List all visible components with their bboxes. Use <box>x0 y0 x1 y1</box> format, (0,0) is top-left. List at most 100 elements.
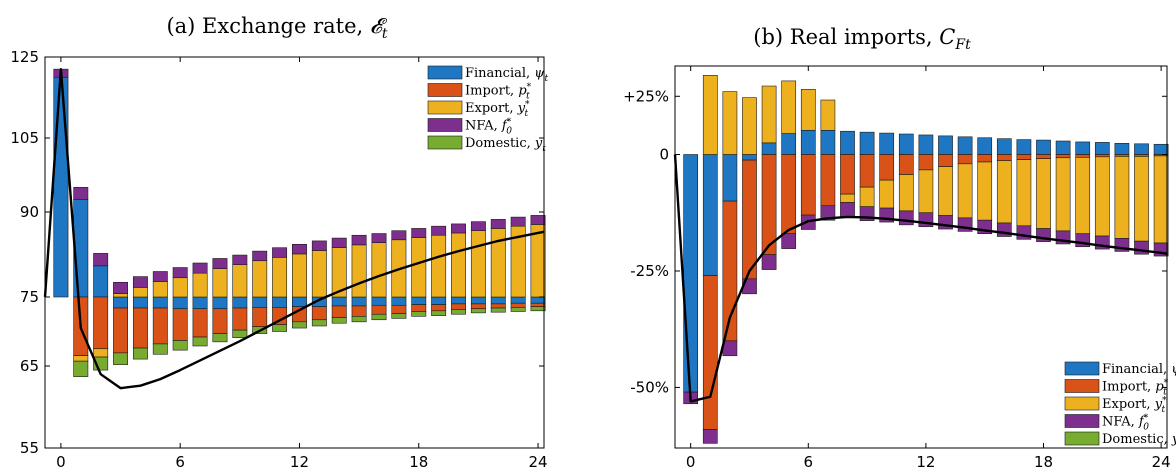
response-line-real-imports <box>673 154 1168 403</box>
bar-domestic-18 <box>411 311 427 317</box>
bar-domestic-13 <box>311 319 327 327</box>
bar-financial-4 <box>132 296 148 309</box>
x-tick-label: 12 <box>916 453 935 471</box>
bar-nfa-23 <box>510 216 526 227</box>
bar-import-12 <box>918 154 934 171</box>
bar-nfa-4 <box>761 254 777 270</box>
legend-label-export: Export, y* t <box>1102 396 1167 415</box>
y-tick-label: -25% <box>630 262 669 280</box>
plot-frame-exchange-rate <box>44 56 545 449</box>
x-tick-label: 12 <box>290 453 309 471</box>
bar-import-15 <box>351 305 367 317</box>
bar-financial-9 <box>232 296 248 309</box>
bar-import-19 <box>431 304 447 312</box>
bar-export-15 <box>977 161 993 221</box>
bar-financial-5 <box>152 296 168 309</box>
bar-export-3 <box>113 293 128 298</box>
bar-financial-10 <box>879 132 895 155</box>
bar-financial-9 <box>859 131 875 155</box>
bar-financial-23 <box>510 296 526 304</box>
bar-nfa-10 <box>252 250 268 262</box>
legend-label-financial: Financial, ψt <box>465 66 549 84</box>
bar-financial-19 <box>431 296 447 305</box>
bar-export-1 <box>73 355 89 362</box>
bar-domestic-7 <box>192 336 208 347</box>
bar-export-13 <box>938 166 953 216</box>
bar-nfa-3 <box>113 281 128 294</box>
x-tick-label: 24 <box>1152 453 1171 471</box>
bar-import-22 <box>490 303 506 309</box>
bar-export-7 <box>192 272 208 298</box>
bar-domestic-6 <box>172 340 188 351</box>
y-tick-label: 90 <box>20 203 39 221</box>
bar-import-3 <box>742 159 757 280</box>
bar-export-6 <box>172 277 188 298</box>
bar-export-3 <box>742 97 757 155</box>
y-tick-label: 55 <box>20 439 39 457</box>
bar-import-18 <box>1036 154 1051 159</box>
y-tick-label: +25% <box>623 87 669 105</box>
chart-title-real-imports: (b) Real imports, CFt <box>753 25 971 53</box>
bar-import-8 <box>212 308 228 334</box>
y-ticks-real-imports: +25% 0 -25% -50% <box>623 87 1167 396</box>
bar-export-9 <box>859 186 875 207</box>
bar-import-16 <box>996 154 1012 161</box>
bar-import-15 <box>977 154 993 163</box>
x-tick-label: 24 <box>528 453 547 471</box>
bar-financial-3 <box>113 296 128 309</box>
bar-export-20 <box>1075 157 1091 235</box>
bar-export-19 <box>431 234 447 298</box>
bar-export-7 <box>820 99 836 131</box>
bar-nfa-7 <box>192 262 208 274</box>
bar-export-4 <box>761 85 777 144</box>
bar-nfa-14 <box>331 237 347 249</box>
bar-export-21 <box>470 230 486 298</box>
legend-swatch-financial <box>1064 361 1100 376</box>
bar-nfa-22 <box>490 219 506 229</box>
bars-exchange-rate <box>53 68 546 377</box>
bar-import-21 <box>470 303 486 310</box>
bar-nfa-5 <box>781 233 797 249</box>
bar-financial-7 <box>192 296 208 310</box>
bar-export-12 <box>918 169 934 214</box>
bar-domestic-15 <box>351 316 367 323</box>
bar-financial-8 <box>212 296 228 310</box>
bar-import-5 <box>781 154 797 235</box>
bar-nfa-8 <box>840 202 855 217</box>
bar-import-4 <box>132 307 148 349</box>
bar-export-1 <box>702 75 718 155</box>
legend-label-domestic: Domestic, yt <box>465 136 546 154</box>
bar-import-20 <box>451 303 466 310</box>
bar-import-14 <box>957 154 973 165</box>
plot-frame-real-imports <box>674 65 1168 449</box>
bar-import-17 <box>391 304 407 314</box>
bar-export-21 <box>1094 156 1110 237</box>
legend-label-financial: Financial, ψt <box>1102 362 1176 380</box>
legend-swatch-financial <box>427 65 463 80</box>
bar-export-2 <box>722 91 738 155</box>
legend-swatch-import <box>427 83 463 97</box>
bar-import-3 <box>113 307 128 354</box>
bar-financial-12 <box>918 134 934 155</box>
bar-financial-24 <box>1153 143 1169 155</box>
bar-export-24 <box>530 224 546 298</box>
bar-nfa-11 <box>898 210 914 226</box>
bar-import-16 <box>371 304 387 315</box>
bar-financial-7 <box>820 129 836 155</box>
bar-financial-22 <box>490 296 506 305</box>
bar-import-7 <box>820 154 836 207</box>
bar-financial-6 <box>800 129 816 155</box>
bar-nfa-1 <box>73 187 89 200</box>
bar-export-16 <box>996 160 1012 224</box>
y-tick-label: 65 <box>20 357 39 375</box>
bar-financial-14 <box>331 296 347 307</box>
bar-export-20 <box>451 232 466 298</box>
bar-export-18 <box>1036 158 1051 229</box>
bar-export-8 <box>212 268 228 298</box>
bar-nfa-21 <box>470 221 486 232</box>
bar-nfa-8 <box>212 258 228 269</box>
legend-swatch-export <box>1064 396 1100 411</box>
bar-financial-0 <box>683 154 699 393</box>
legend-swatch-nfa <box>1064 414 1100 428</box>
